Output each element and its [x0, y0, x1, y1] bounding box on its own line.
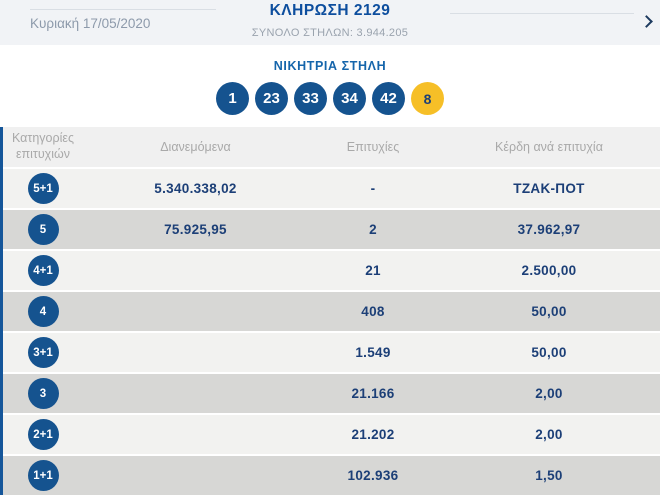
distributed-value: 75.925,95 — [164, 222, 227, 237]
column-header-winners: Επιτυχίες — [346, 140, 400, 154]
category-badge: 3+1 — [27, 337, 59, 368]
category-badge: 4+1 — [27, 255, 59, 286]
prize-value: 2,00 — [535, 386, 563, 401]
draw-title: ΚΛΗΡΩΣΗ 2129 — [269, 2, 391, 19]
winning-numbers: 1 23 33 34 42 8 — [0, 82, 660, 115]
distributed-value: 5.340.338,02 — [154, 181, 237, 196]
total-columns-label: ΣΥΝΟΛΟ ΣΤΗΛΩΝ: 3.944.205 — [251, 27, 409, 39]
prize-value: 50,00 — [531, 304, 567, 319]
winners-value: 21.166 — [351, 386, 395, 401]
category-badge: 1+1 — [27, 460, 59, 491]
category-badge: 3 — [27, 378, 59, 409]
prize-table: Κατηγορίες επιτυχιών Διανεμόμενα Επιτυχί… — [0, 127, 660, 495]
table-row: 3+1 1.549 50,00 — [3, 333, 660, 372]
table-row: 5 75.925,95 2 37.962,97 — [3, 210, 660, 249]
divider-line — [30, 9, 216, 10]
winners-value: 21 — [365, 263, 381, 278]
draw-title-group: ΚΛΗΡΩΣΗ 2129 ΣΥΝΟΛΟ ΣΤΗΛΩΝ: 3.944.205 — [0, 2, 660, 39]
winning-column-title: ΝΙΚΗΤΡΙΑ ΣΤΗΛΗ — [273, 59, 387, 73]
winning-number-ball: 1 — [216, 82, 249, 115]
next-draw-button[interactable] — [640, 13, 653, 31]
category-badge: 2+1 — [27, 419, 59, 450]
column-header-prize: Κέρδη ανά επιτυχία — [495, 140, 603, 154]
winning-number-ball: 33 — [294, 82, 327, 115]
prize-value: ΤΖΑΚ-ΠΟΤ — [513, 181, 585, 196]
prize-value: 2,00 — [535, 427, 563, 442]
chevron-right-icon — [640, 15, 653, 28]
winning-column-section: ΝΙΚΗΤΡΙΑ ΣΤΗΛΗ 1 23 33 34 42 8 — [0, 45, 660, 115]
prize-value: 50,00 — [531, 345, 567, 360]
table-row: 4 408 50,00 — [3, 292, 660, 331]
table-row: 4+1 21 2.500,00 — [3, 251, 660, 290]
draw-date: Κυριακή 17/05/2020 — [30, 16, 151, 31]
winners-value: 2 — [369, 222, 377, 237]
winning-number-ball: 34 — [333, 82, 366, 115]
winners-value: - — [370, 181, 376, 196]
draw-header-bar: Κυριακή 17/05/2020 ΚΛΗΡΩΣΗ 2129 ΣΥΝΟΛΟ Σ… — [0, 0, 660, 45]
prize-table-header: Κατηγορίες επιτυχιών Διανεμόμενα Επιτυχί… — [3, 127, 660, 167]
winning-number-ball: 42 — [372, 82, 405, 115]
winners-value: 1.549 — [355, 345, 391, 360]
winners-value: 408 — [361, 304, 385, 319]
category-badge: 5+1 — [27, 173, 59, 204]
column-header-distributed: Διανεμόμενα — [160, 140, 231, 154]
prize-value: 37.962,97 — [517, 222, 581, 237]
winning-number-ball: 23 — [255, 82, 288, 115]
table-row: 5+1 5.340.338,02 - ΤΖΑΚ-ΠΟΤ — [3, 169, 660, 208]
table-row: 1+1 102.936 1,50 — [3, 456, 660, 495]
divider-line — [450, 13, 634, 14]
prize-value: 1,50 — [535, 468, 563, 483]
category-badge: 4 — [27, 296, 59, 327]
draw-date-group: Κυριακή 17/05/2020 — [30, 9, 216, 31]
column-header-categories: Κατηγορίες επιτυχιών — [12, 131, 74, 161]
table-row: 2+1 21.202 2,00 — [3, 415, 660, 454]
prize-value: 2.500,00 — [521, 263, 577, 278]
winners-value: 21.202 — [351, 427, 395, 442]
winners-value: 102.936 — [347, 468, 399, 483]
bonus-number-ball: 8 — [411, 82, 444, 115]
category-badge: 5 — [27, 214, 59, 245]
table-row: 3 21.166 2,00 — [3, 374, 660, 413]
